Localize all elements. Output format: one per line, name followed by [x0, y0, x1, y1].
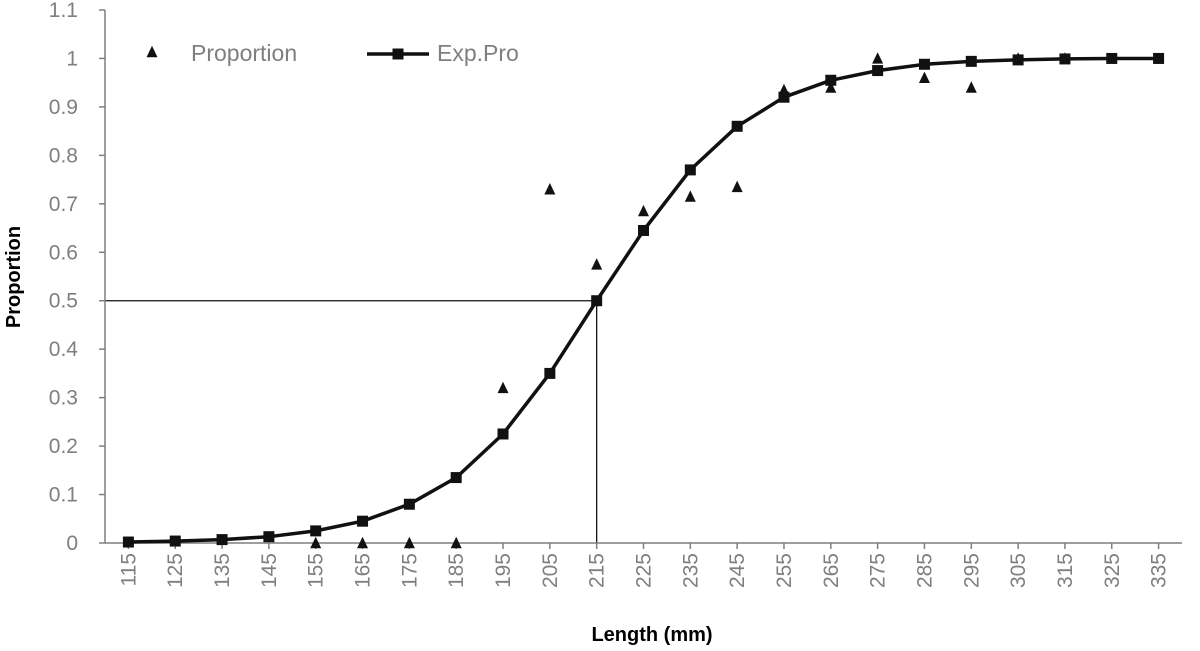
- x-tick-label: 115: [117, 553, 140, 586]
- axes: [99, 9, 1182, 549]
- y-axis-title: Proportion: [3, 226, 25, 328]
- x-tick-label: 285: [913, 553, 936, 588]
- x-tick-labels: 115 125 135 145 155 165 175 185 195 205 215 225 235 2…: [117, 553, 1170, 588]
- y-tick-label: 0.5: [49, 290, 78, 313]
- x-tick-label: 215: [586, 553, 609, 588]
- x-axis-title: Length (mm): [591, 624, 712, 646]
- proportion-point: [403, 536, 415, 549]
- exp-pro-point: [638, 224, 649, 236]
- proportion-point: [497, 381, 509, 394]
- exp-pro-point: [778, 91, 790, 103]
- exp-pro-point: [731, 120, 743, 132]
- exp-pro-point: [965, 55, 977, 67]
- proportion-point: [357, 536, 369, 549]
- proportion-point: [544, 183, 556, 195]
- x-tick-label: 185: [445, 553, 468, 588]
- proportion-point: [918, 71, 930, 84]
- x-tick-label: 175: [398, 553, 421, 588]
- exp-pro-point: [872, 65, 884, 77]
- exp-pro-point: [918, 58, 930, 70]
- exp-pro-point: [1059, 53, 1071, 65]
- y-tick-label: 0.9: [49, 96, 78, 119]
- y-tick-label: 0.3: [49, 387, 78, 410]
- x-tick-label: 325: [1101, 553, 1124, 588]
- proportion-point: [638, 204, 649, 217]
- exp-pro-point: [450, 472, 462, 484]
- exp-pro-point: [357, 515, 369, 527]
- legend-proportion-label: Proportion: [191, 40, 297, 66]
- x-tick-label: 335: [1148, 553, 1171, 588]
- x-tick-label: 195: [492, 553, 515, 588]
- y-tick-label: 0.1: [49, 484, 78, 507]
- series: [122, 52, 1165, 549]
- proportion-point: [450, 536, 462, 549]
- proportion-point: [965, 81, 977, 93]
- x-tick-label: 135: [211, 553, 234, 588]
- exp-pro-point: [263, 531, 275, 543]
- y-tick-label: 0.6: [49, 241, 78, 264]
- legend-exp-pro-label: Exp.Pro: [437, 40, 519, 66]
- exp-pro-point: [122, 536, 134, 548]
- x-tick-label: 155: [305, 553, 328, 588]
- x-tick-label: 205: [539, 553, 562, 588]
- y-tick-label: 1.1: [49, 0, 78, 22]
- y-tick-label: 1: [66, 47, 78, 70]
- exp-pro-point: [684, 164, 696, 176]
- legend: Proportion Exp.Pro: [146, 40, 519, 66]
- x-tick-label: 265: [820, 553, 843, 588]
- proportion-point: [310, 536, 322, 549]
- y-tick-label: 0.8: [49, 144, 78, 167]
- proportion-point: [825, 81, 837, 93]
- x-tick-label: 245: [726, 553, 749, 588]
- y-tick-labels: 0 0.1 0.2 0.3 0.4 0.5 0.6 0.7 0.8 0.9 1 1.1: [49, 0, 79, 555]
- legend-exp-pro-marker: [392, 48, 404, 60]
- exp-pro-point: [310, 525, 322, 537]
- x-tick-label: 255: [773, 553, 796, 588]
- exp-pro-point: [825, 74, 837, 86]
- x-tick-label: 305: [1007, 553, 1030, 588]
- proportion-point: [591, 258, 603, 270]
- x-tick-label: 125: [164, 553, 187, 588]
- exp-pro-point: [1012, 54, 1024, 66]
- proportion-point: [731, 180, 743, 193]
- proportion-point: [684, 190, 696, 202]
- reference-lines: [105, 300, 598, 543]
- x-tick-label: 165: [352, 553, 375, 588]
- x-tick-label: 235: [679, 553, 702, 588]
- exp-pro-point: [403, 498, 415, 510]
- legend-proportion-marker: [146, 45, 158, 58]
- exp-pro-point: [544, 367, 556, 379]
- exp-pro-point: [169, 535, 181, 547]
- x-tick-label: 145: [258, 553, 281, 588]
- x-tick-label: 275: [867, 553, 890, 588]
- y-tick-label: 0.4: [49, 338, 79, 361]
- x-tick-label: 295: [960, 553, 983, 588]
- series-exp-pro: [122, 52, 1165, 548]
- x-tick-label: 315: [1054, 553, 1077, 588]
- x-tick-label: 225: [633, 553, 656, 588]
- exp-pro-point: [497, 428, 509, 440]
- y-tick-label: 0.7: [49, 193, 78, 216]
- y-tick-label: 0.2: [49, 435, 78, 458]
- exp-pro-point: [1106, 52, 1118, 64]
- exp-pro-point: [1153, 52, 1165, 64]
- exp-pro-point: [591, 295, 603, 307]
- y-tick-label: 0: [66, 532, 78, 555]
- exp-pro-point: [216, 534, 228, 546]
- proportion-point: [872, 52, 884, 64]
